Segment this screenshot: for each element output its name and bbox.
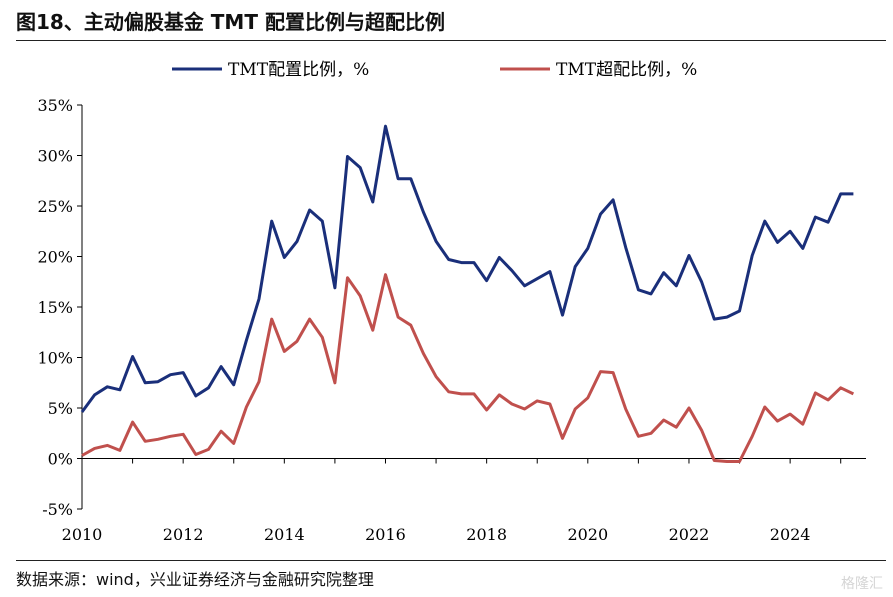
y-tick-label: -5% [42, 500, 73, 519]
y-tick-label: 0% [48, 450, 73, 469]
series-line-tmt-allocation [80, 124, 854, 413]
x-tick-label: 2010 [62, 525, 103, 544]
x-tick-label: 2014 [264, 525, 305, 544]
chart-legend: TMT配置比例，% TMT超配比例，% [172, 60, 697, 80]
watermark-logo: 格隆汇 [841, 576, 883, 592]
title-divider [16, 40, 886, 41]
legend-label: TMT超配比例，% [556, 60, 697, 80]
x-tick-label: 2022 [669, 525, 710, 544]
chart-series [80, 124, 855, 463]
x-tick-label: 2016 [365, 525, 406, 544]
legend-label: TMT配置比例，% [228, 60, 369, 80]
x-tick-label: 2012 [163, 525, 204, 544]
chart-axes: 35% 30% 25% 20% 15% 10% 5% 0% -5% 2010 2012 2014 201… [37, 96, 866, 544]
series-line-tmt-overweight [81, 273, 855, 463]
y-tick-label: 25% [37, 197, 73, 216]
footer-divider [16, 560, 886, 561]
x-tick-label: 2020 [567, 525, 608, 544]
chart-title: 图18、主动偏股基金 TMT 配置比例与超配比例 [16, 10, 445, 34]
y-tick-label: 10% [37, 349, 73, 368]
source-note: 数据来源：wind，兴业证券经济与金融研究院整理 [16, 570, 374, 589]
y-tick-label: 35% [37, 96, 73, 115]
y-tick-label: 5% [48, 399, 73, 418]
x-tick-label: 2018 [466, 525, 507, 544]
x-tick-label: 2024 [770, 525, 811, 544]
y-tick-label: 20% [37, 248, 73, 267]
y-tick-label: 15% [37, 298, 73, 317]
y-tick-label: 30% [37, 147, 73, 166]
